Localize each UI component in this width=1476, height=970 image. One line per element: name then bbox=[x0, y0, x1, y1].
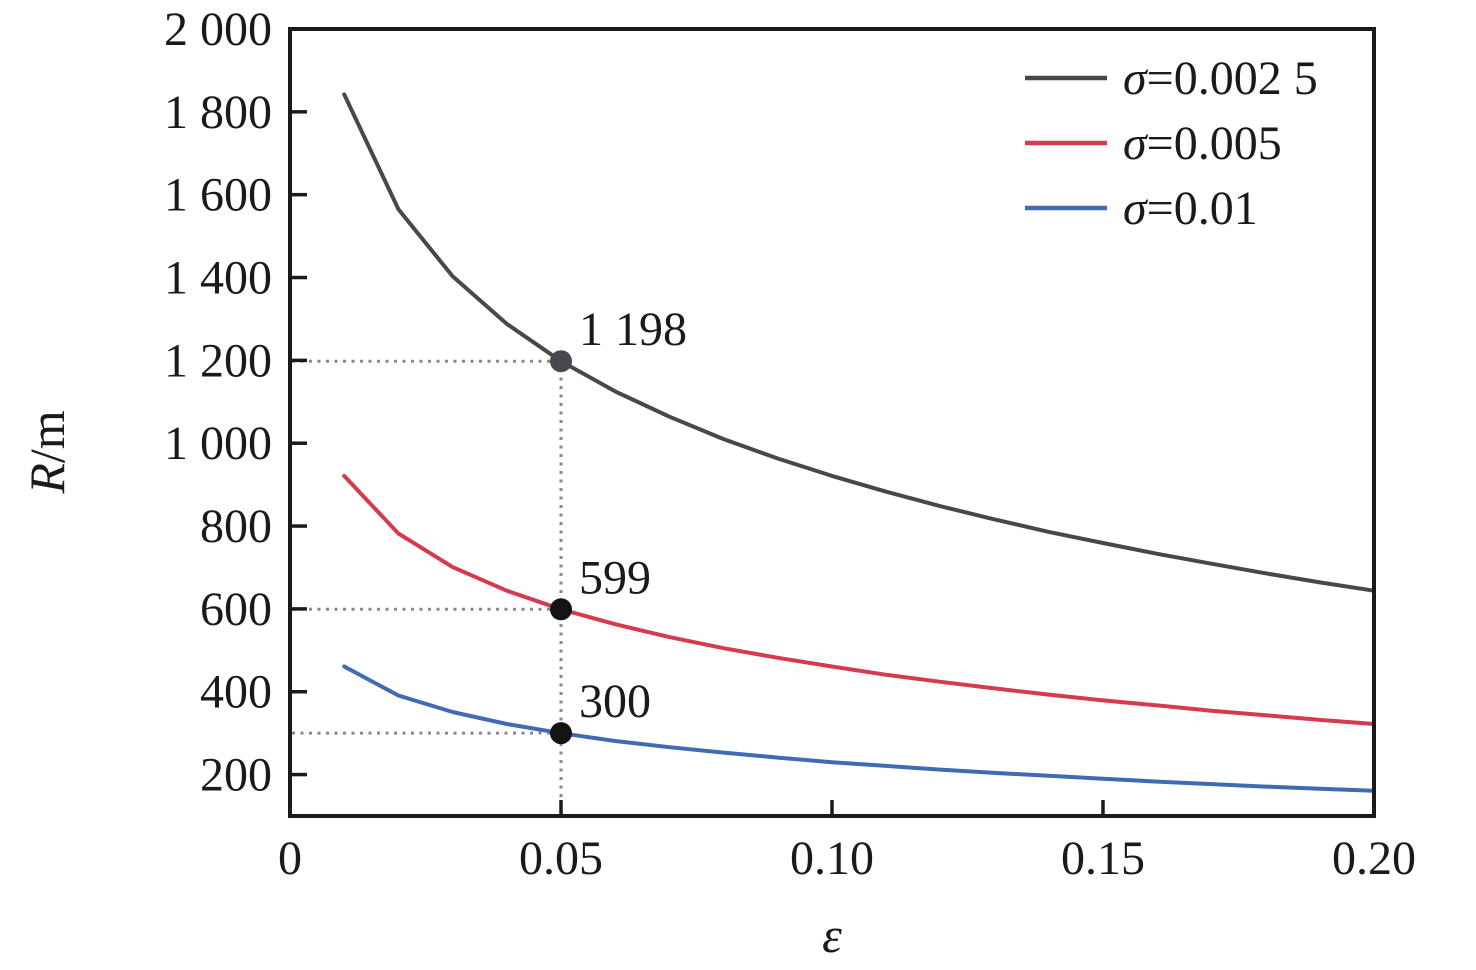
legend-label-2: σ=0.01 bbox=[1123, 182, 1258, 235]
y-tick-label: 1 400 bbox=[164, 252, 272, 305]
y-tick-label: 2 000 bbox=[164, 3, 272, 56]
annotation-dot-2 bbox=[550, 722, 572, 745]
y-tick-label: 200 bbox=[200, 749, 272, 802]
annotation-dot-1 bbox=[550, 598, 572, 621]
x-tick-label: 0 bbox=[278, 832, 302, 885]
x-tick-label: 0.05 bbox=[519, 832, 603, 885]
x-tick-label: 0.15 bbox=[1061, 832, 1145, 885]
annotation-label-1: 599 bbox=[579, 551, 651, 604]
y-axis-label: R/m bbox=[19, 410, 75, 494]
curve-series-1 bbox=[342, 473, 1376, 726]
curve-series-2 bbox=[342, 664, 1376, 793]
y-tick-label: 1 000 bbox=[164, 417, 272, 470]
annotation-dot-0 bbox=[550, 350, 572, 373]
x-tick-label: 0.10 bbox=[790, 832, 874, 885]
plot-border bbox=[288, 27, 1376, 818]
y-tick-label: 400 bbox=[200, 666, 272, 719]
curve-series-0 bbox=[342, 92, 1376, 593]
x-tick-label: 0.20 bbox=[1332, 832, 1416, 885]
annotation-label-0: 1 198 bbox=[579, 303, 687, 356]
legend-label-0: σ=0.002 5 bbox=[1123, 52, 1318, 105]
y-tick-label: 1 600 bbox=[164, 169, 272, 222]
y-tick-label: 800 bbox=[200, 500, 272, 553]
y-tick-label: 1 800 bbox=[164, 86, 272, 139]
y-tick-label: 600 bbox=[200, 583, 272, 636]
y-tick-label: 1 200 bbox=[164, 334, 272, 387]
legend-label-1: σ=0.005 bbox=[1123, 117, 1282, 170]
annotation-label-2: 300 bbox=[579, 675, 651, 728]
x-axis-label: ε bbox=[822, 907, 842, 963]
